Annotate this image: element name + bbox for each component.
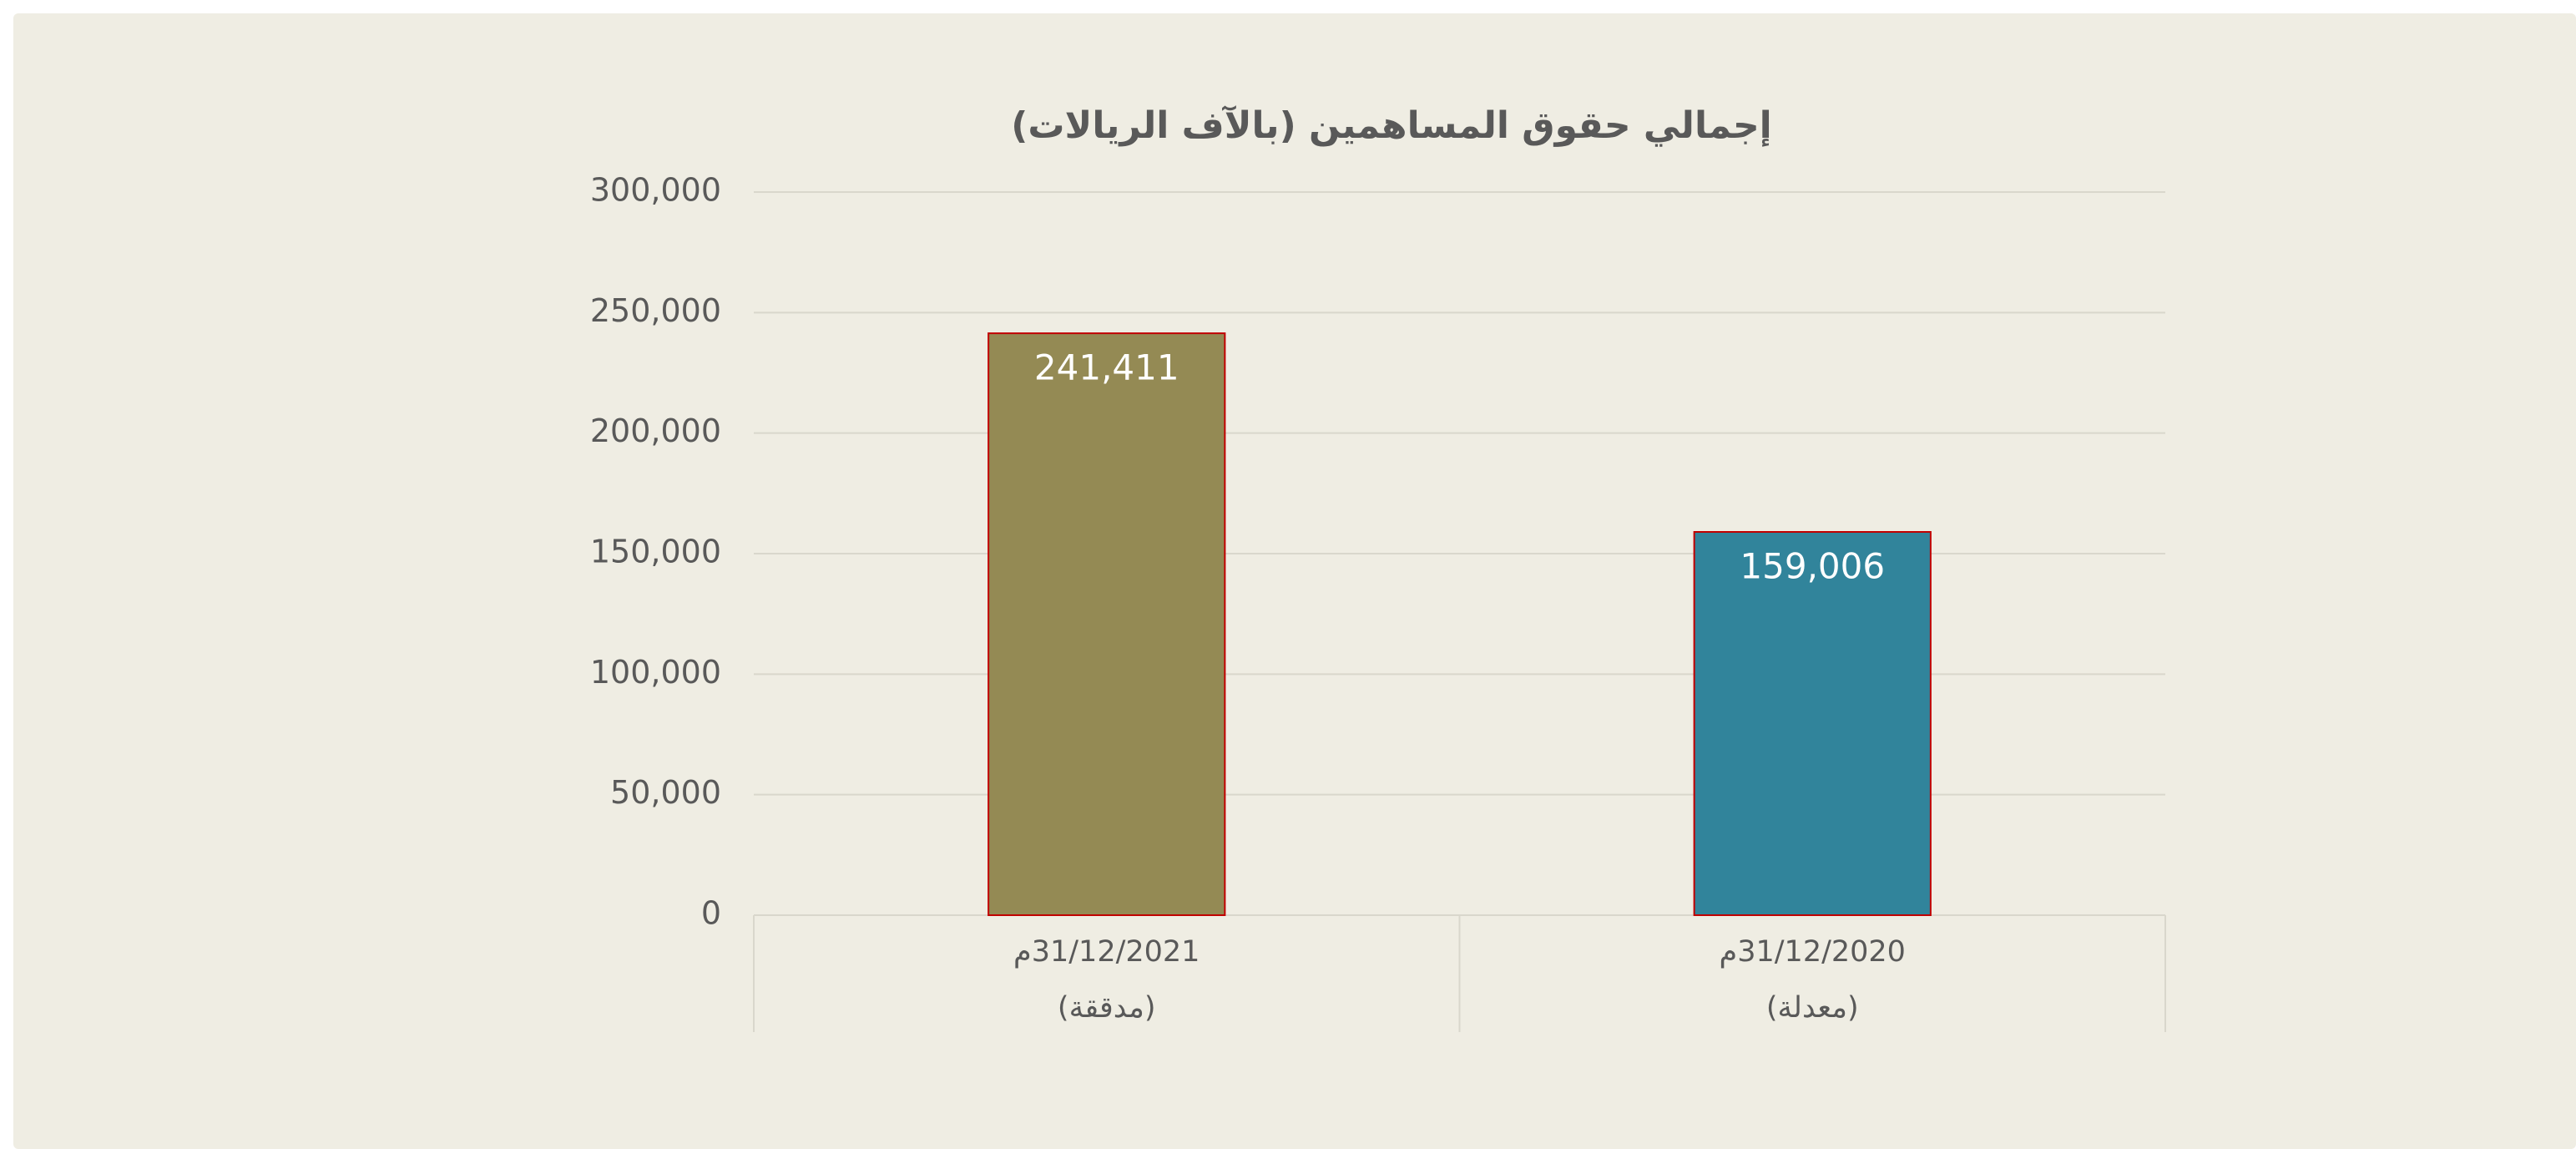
bar [1693,531,1932,916]
y-tick-label: 300,000 [590,172,721,209]
data-label: 241,411 [1034,347,1179,388]
y-tick-label: 50,000 [610,774,721,811]
y-tick-label: 0 [701,895,721,932]
x-tick-label: 31/12/2020م [1720,935,1906,969]
y-tick-label: 150,000 [590,534,721,570]
x-tick-label: (معدلة) [1766,991,1859,1025]
x-tick-label: (مدققة) [1058,991,1156,1025]
y-tick-label: 100,000 [590,654,721,691]
y-tick-label: 250,000 [590,292,721,329]
y-tick-label: 200,000 [590,413,721,449]
data-label: 159,006 [1740,546,1885,587]
bar [987,332,1226,917]
x-tick-label: 31/12/2021م [1013,935,1200,969]
chart-background [13,13,2576,1149]
chart-title: إجمالي حقوق المساهمين (بالآف الريالات) [1011,104,1772,147]
